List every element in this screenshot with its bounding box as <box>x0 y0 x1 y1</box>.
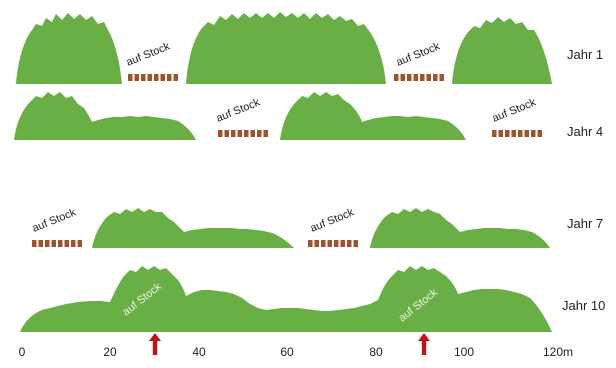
hedge-segment <box>452 17 552 84</box>
row-label-jahr-1: Jahr 1 <box>567 47 603 62</box>
hedge-segment <box>92 208 294 248</box>
row-jahr-7: auf Stock auf Stock Jahr 7 <box>31 206 603 248</box>
axis-tick: 60 <box>280 345 294 359</box>
axis-tick: 120m <box>543 345 573 359</box>
hedge-segment <box>370 208 550 248</box>
hedge-segment <box>186 12 386 84</box>
row-jahr-4: auf Stock auf Stock Jahr 4 <box>14 92 603 140</box>
stock-label: auf Stock <box>491 96 538 124</box>
coppiced-stumps <box>492 130 542 137</box>
stock-label: auf Stock <box>125 40 172 68</box>
stock-label: auf Stock <box>31 206 78 234</box>
axis-tick: 20 <box>103 345 117 359</box>
hedge-segment <box>280 92 466 140</box>
axis-tick: 80 <box>369 345 383 359</box>
coppiced-stumps <box>32 240 82 247</box>
arrow-up-icon <box>149 333 161 355</box>
row-label-jahr-10: Jahr 10 <box>562 298 605 313</box>
axis-tick: 100 <box>454 345 474 359</box>
hedge-segment <box>16 13 122 84</box>
row-jahr-1: auf Stock auf Stock Jahr 1 <box>16 12 603 84</box>
stock-label: auf Stock <box>309 206 356 234</box>
axis-tick: 40 <box>192 345 206 359</box>
coppiced-stumps <box>394 74 444 81</box>
distance-axis: 0 20 40 60 80 100 120m <box>19 345 573 359</box>
axis-tick: 0 <box>19 345 26 359</box>
hedge-segment <box>20 266 552 332</box>
row-label-jahr-4: Jahr 4 <box>567 124 603 139</box>
stock-label: auf Stock <box>215 96 262 124</box>
arrow-up-icon <box>418 333 430 355</box>
coppiced-stumps <box>128 74 178 81</box>
hedge-segment <box>14 92 196 140</box>
stock-label: auf Stock <box>395 40 442 68</box>
coppiced-stumps <box>308 240 358 247</box>
row-label-jahr-7: Jahr 7 <box>567 216 603 231</box>
row-jahr-10: auf Stock auf Stock Jahr 10 <box>20 266 605 332</box>
coppiced-stumps <box>218 130 268 137</box>
